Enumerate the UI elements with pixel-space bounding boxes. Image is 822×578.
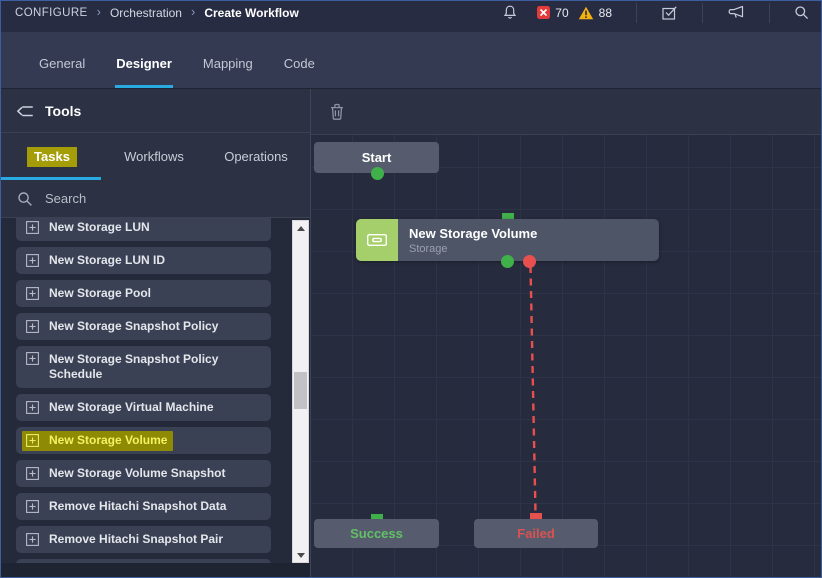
failed-node-label: Failed [517, 526, 555, 541]
task-node-subtitle: Storage [409, 242, 448, 255]
task-check-icon[interactable] [661, 5, 678, 21]
divider [769, 2, 770, 23]
tab-code[interactable]: Code [283, 55, 315, 71]
warning-alerts-count[interactable]: 88 [598, 5, 612, 20]
new-storage-volume-node[interactable]: New Storage Volume Storage [356, 219, 659, 261]
task-item[interactable]: New Storage Snapshot Policy [16, 313, 271, 340]
search-input[interactable] [45, 191, 245, 206]
breadcrumb-orchestration[interactable]: Orchestration [109, 5, 182, 20]
failure-edge [529, 265, 537, 514]
task-item-label: Remove Hitachi Snapshot Data [49, 499, 227, 513]
task-item-label: New Storage Volume Snapshot [49, 466, 226, 480]
breadcrumb-separator-icon: › [190, 4, 196, 19]
storage-drive-icon [366, 231, 388, 249]
task-item-label: New Storage Virtual Machine [49, 400, 214, 414]
task-list: New Storage LUN New Storage LUN ID New S… [1, 218, 310, 563]
scroll-down-button[interactable] [293, 548, 308, 562]
panel-bottom-strip [1, 563, 310, 577]
task-item-label: New Storage Volume [49, 432, 168, 447]
tools-tab-bar: Tasks Workflows Operations [1, 133, 310, 180]
success-node-label: Success [350, 526, 403, 541]
success-node[interactable]: Success [314, 519, 439, 548]
top-bar-actions: 70 88 [502, 1, 809, 24]
search-icon [17, 191, 33, 207]
task-item-label: New Storage Pool [49, 286, 152, 300]
failed-node[interactable]: Failed [474, 519, 598, 548]
tab-designer[interactable]: Designer [115, 32, 173, 88]
tools-panel-header: Tools [1, 89, 310, 133]
task-item[interactable]: New Storage Volume Snapshot [16, 460, 271, 487]
failed-input-connector[interactable] [530, 513, 542, 519]
task-input-connector[interactable] [502, 213, 514, 219]
tools-panel-title: Tools [45, 102, 82, 119]
workflow-tab-bar: General Designer Mapping Code [1, 32, 821, 89]
tab-mapping[interactable]: Mapping [202, 55, 253, 71]
warning-triangle-icon[interactable] [578, 6, 594, 20]
task-list-scrollbar[interactable] [292, 220, 309, 563]
add-task-icon [26, 287, 39, 300]
add-task-icon [26, 500, 39, 513]
divider [702, 2, 703, 23]
task-item-label: Remove Hitachi Snapshot Pair [49, 532, 224, 546]
task-item-label: New Storage Snapshot Policy [49, 319, 219, 333]
task-search-bar [1, 180, 310, 218]
task-item[interactable]: New Storage Snapshot Policy Schedule [16, 346, 271, 388]
task-highlight: New Storage Volume [22, 430, 174, 451]
scroll-up-button[interactable] [293, 221, 308, 235]
task-success-connector[interactable] [501, 255, 514, 268]
breadcrumb: CONFIGURE › Orchestration › Create Workf… [15, 1, 299, 24]
scrollbar-thumb[interactable] [294, 372, 307, 409]
bell-icon[interactable] [502, 4, 518, 21]
critical-alerts-icon[interactable] [537, 6, 551, 19]
task-item-new-storage-volume[interactable]: New Storage Volume [16, 427, 271, 454]
main-area: Tools Tasks Workflows Operations [1, 89, 821, 577]
add-task-icon [26, 320, 39, 333]
add-task-icon [26, 352, 39, 365]
success-input-connector[interactable] [371, 514, 383, 519]
tools-panel: Tools Tasks Workflows Operations [1, 89, 311, 577]
add-task-icon [26, 433, 39, 447]
task-item-label: New Storage LUN [49, 220, 150, 234]
task-item-label: New Storage Snapshot Policy Schedule [49, 352, 219, 381]
add-task-icon [26, 401, 39, 414]
divider [636, 2, 637, 23]
megaphone-icon[interactable] [727, 5, 745, 20]
start-output-connector[interactable] [371, 167, 384, 180]
add-task-icon [26, 533, 39, 546]
page-title: Create Workflow [204, 5, 299, 20]
add-task-icon [26, 467, 39, 480]
add-task-icon [26, 221, 39, 234]
task-item[interactable]: New Storage Virtual Machine [16, 394, 271, 421]
task-icon-box [356, 219, 398, 261]
workflow-grid[interactable]: Start New Storage Volume [311, 135, 821, 577]
trash-icon[interactable] [329, 102, 345, 121]
task-item[interactable]: Remove Host from Storage Host [16, 559, 271, 563]
add-task-icon [26, 254, 39, 267]
tools-tab-operations[interactable]: Operations [224, 149, 288, 164]
top-bar: CONFIGURE › Orchestration › Create Workf… [1, 1, 821, 32]
breadcrumb-configure[interactable]: CONFIGURE [15, 6, 88, 19]
task-node-title: New Storage Volume [409, 225, 538, 241]
start-node-label: Start [361, 150, 392, 165]
tools-tab-tasks[interactable]: Tasks [1, 133, 103, 180]
task-item[interactable]: New Storage Pool [16, 280, 271, 307]
critical-alerts-count[interactable]: 70 [555, 5, 569, 20]
tasks-highlight: Tasks [27, 146, 77, 167]
tab-general[interactable]: General [39, 55, 86, 71]
task-item[interactable]: New Storage LUN [16, 218, 271, 241]
designer-canvas: Start New Storage Volume [311, 89, 821, 577]
search-icon[interactable] [794, 5, 809, 20]
task-item[interactable]: Remove Hitachi Snapshot Data [16, 493, 271, 520]
task-item[interactable]: Remove Hitachi Snapshot Pair [16, 526, 271, 553]
task-item-label: New Storage LUN ID [49, 253, 166, 267]
collapse-panel-icon[interactable] [16, 103, 34, 119]
tools-tab-workflows[interactable]: Workflows [124, 149, 184, 164]
breadcrumb-separator-icon: › [96, 4, 101, 19]
task-item[interactable]: New Storage LUN ID [16, 247, 271, 274]
canvas-toolbar [311, 89, 821, 135]
task-failure-connector[interactable] [523, 255, 536, 268]
